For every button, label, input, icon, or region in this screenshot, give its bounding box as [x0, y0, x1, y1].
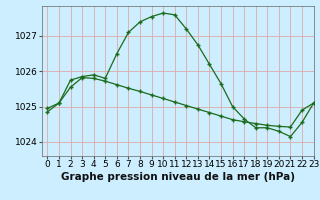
X-axis label: Graphe pression niveau de la mer (hPa): Graphe pression niveau de la mer (hPa): [60, 172, 295, 182]
